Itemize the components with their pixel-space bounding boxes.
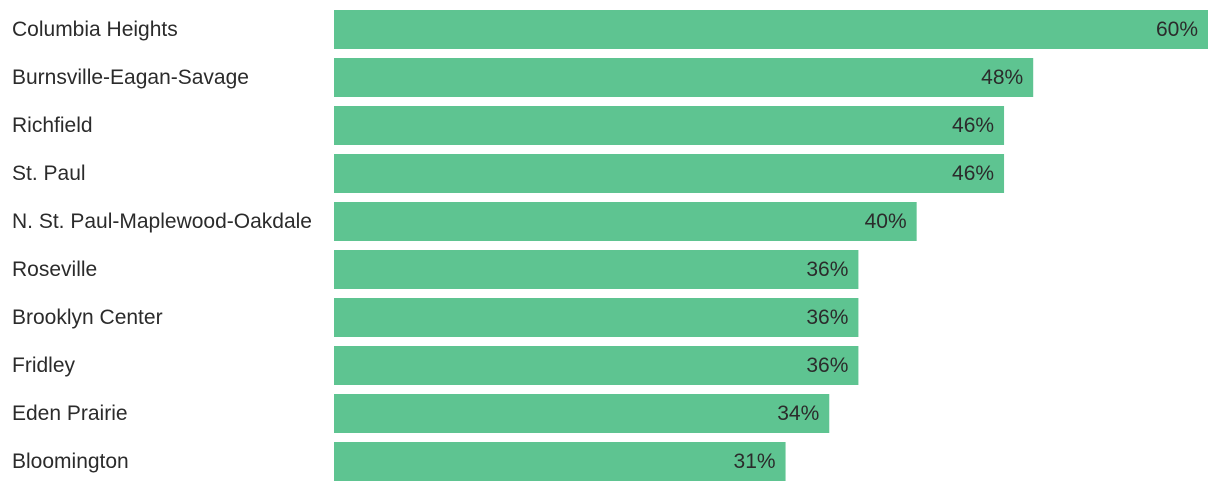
value-label: 34% xyxy=(777,402,819,425)
value-label: 36% xyxy=(806,258,848,281)
category-label: Columbia Heights xyxy=(12,18,178,41)
category-label: St. Paul xyxy=(12,162,86,185)
category-labels-group: Columbia Heights Burnsville-Eagan-Savage R… xyxy=(12,18,312,473)
category-label: Fridley xyxy=(12,354,76,377)
bar xyxy=(334,442,786,481)
category-label: Roseville xyxy=(12,258,97,281)
bar xyxy=(334,58,1034,97)
bar xyxy=(334,202,917,241)
value-label: 36% xyxy=(806,306,848,329)
value-label: 46% xyxy=(952,114,994,137)
value-label: 48% xyxy=(981,66,1023,89)
value-label: 31% xyxy=(734,450,776,473)
category-label: Eden Prairie xyxy=(12,402,128,425)
bar xyxy=(334,394,830,433)
bar xyxy=(334,298,859,337)
value-labels-group: 60% 48% 46% 46% 40% 36% 36% 36% 34% 31% xyxy=(734,18,1198,473)
value-label: 46% xyxy=(952,162,994,185)
value-label: 40% xyxy=(865,210,907,233)
bar xyxy=(334,250,859,289)
category-label: Brooklyn Center xyxy=(12,306,163,329)
value-label: 60% xyxy=(1156,18,1198,41)
category-label: Richfield xyxy=(12,114,93,137)
category-label: Burnsville-Eagan-Savage xyxy=(12,66,249,89)
bar xyxy=(334,346,859,385)
value-label: 36% xyxy=(806,354,848,377)
bars-group xyxy=(334,10,1208,481)
bar xyxy=(334,154,1005,193)
bar xyxy=(334,10,1208,49)
category-label: Bloomington xyxy=(12,450,129,473)
bar xyxy=(334,106,1005,145)
category-label: N. St. Paul-Maplewood-Oakdale xyxy=(12,210,312,233)
